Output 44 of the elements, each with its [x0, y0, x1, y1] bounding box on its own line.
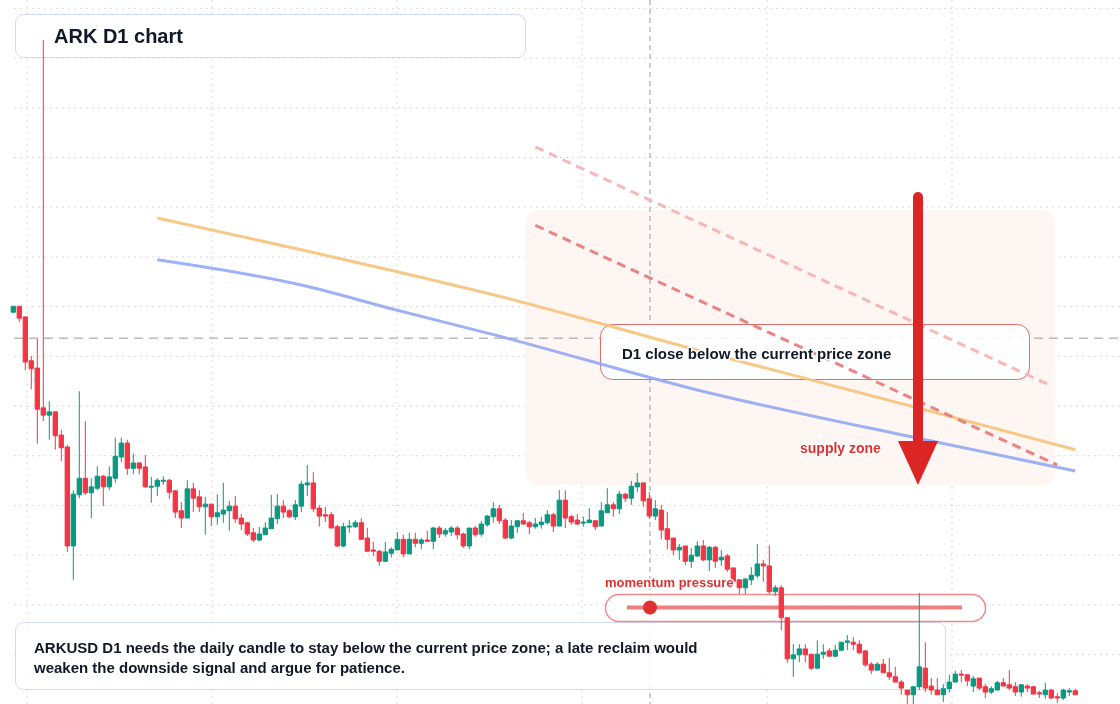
candlestick	[418, 537, 424, 550]
candlestick	[556, 489, 562, 527]
candlestick	[430, 526, 436, 550]
candlestick	[904, 689, 910, 704]
band-label: supply zone	[800, 439, 882, 456]
candlestick	[82, 420, 88, 496]
annotation: ARKUSD D1 needs the daily candle to stay below the current price zone; a late reclaim would weaken the downside signal and argue for patience.	[33, 639, 698, 676]
candlestick	[46, 400, 52, 441]
candlestick	[100, 474, 106, 507]
candlestick	[874, 661, 880, 671]
candlestick	[130, 453, 136, 475]
candlestick	[208, 503, 214, 527]
candlestick	[652, 499, 658, 521]
candlestick	[550, 512, 556, 533]
candlestick	[970, 675, 976, 693]
candlestick	[826, 647, 832, 657]
candlestick	[706, 545, 712, 572]
annotation: momentum pressure	[605, 575, 734, 590]
candlestick	[466, 527, 472, 550]
candlestick	[184, 479, 190, 519]
candlestick	[682, 545, 688, 566]
candlestick	[400, 534, 406, 558]
candlestick	[622, 492, 628, 503]
candlestick	[1042, 682, 1048, 700]
candlestick	[718, 549, 724, 567]
candlestick	[676, 543, 682, 561]
candlestick	[406, 532, 412, 555]
candlestick	[124, 439, 130, 476]
candlestick	[616, 490, 622, 515]
chart-title: ARK D1 chart	[54, 25, 184, 47]
candlestick	[592, 519, 598, 531]
candlestick	[1018, 683, 1024, 698]
annotation: D1 close below the current price zone	[622, 345, 892, 362]
candlestick	[436, 525, 442, 539]
candlestick	[772, 584, 778, 597]
candlestick	[10, 305, 16, 313]
candlestick	[1072, 688, 1078, 696]
candlestick	[712, 545, 718, 569]
candlestick	[472, 525, 478, 538]
candlestick	[424, 530, 430, 542]
candlestick	[700, 539, 706, 562]
candlestick	[202, 496, 208, 536]
candlestick	[412, 532, 418, 548]
candlestick	[610, 501, 616, 518]
